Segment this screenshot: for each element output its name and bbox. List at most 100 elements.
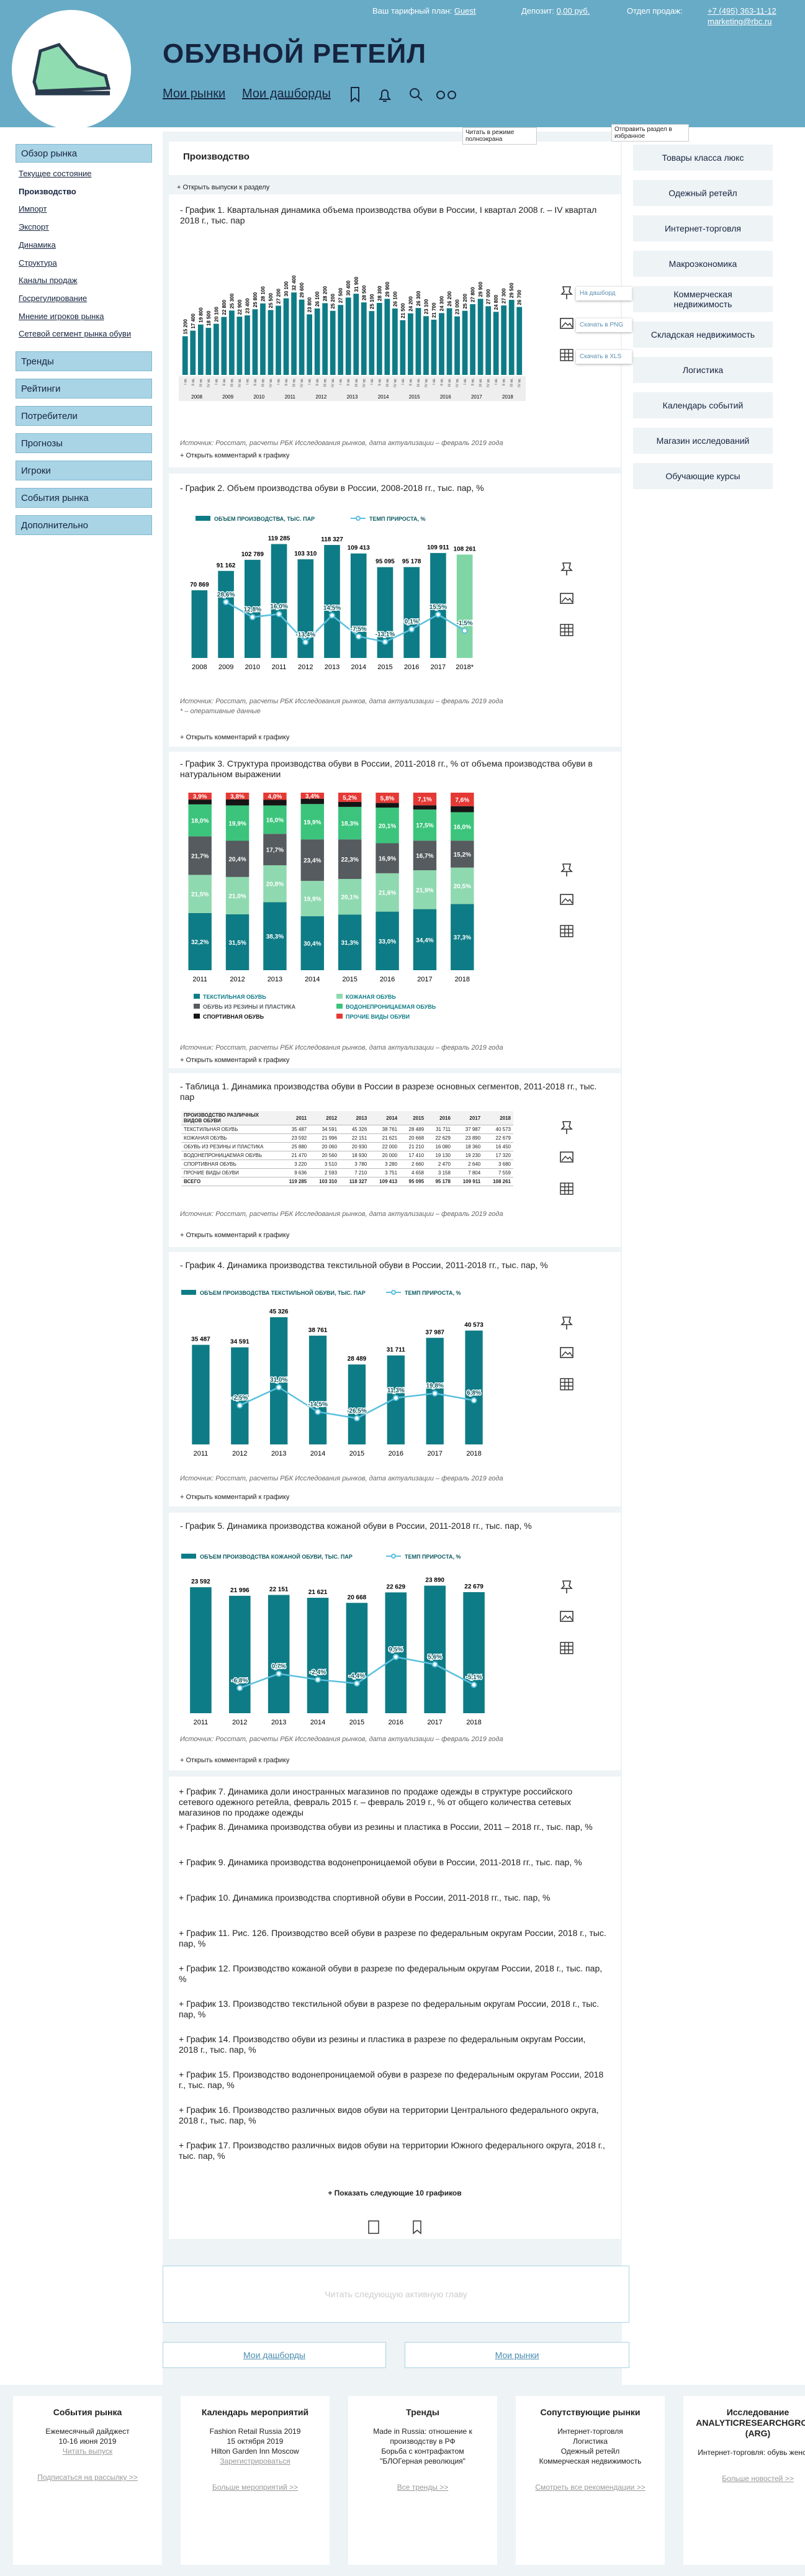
chart-menu-item[interactable]: На дашборд (576, 287, 632, 300)
side-button[interactable]: Товары класса люкс (633, 145, 773, 171)
footer-more[interactable]: Все тренды >> (397, 2483, 449, 2492)
table-icon[interactable] (560, 925, 573, 937)
show-more[interactable]: + Показать следующие 10 графиков (328, 2189, 462, 2197)
chart-link[interactable]: + График 11. Рис. 126. Производство всей… (179, 1928, 606, 1948)
side-button[interactable]: Одежный ретейл (633, 180, 773, 206)
bookmark-icon[interactable] (351, 87, 359, 103)
menu-item[interactable]: Импорт (19, 204, 47, 214)
menu-button[interactable]: Тренды (16, 351, 152, 371)
footer-more[interactable]: Подписаться на рассылку >> (37, 2473, 138, 2482)
bottom-button[interactable]: Мои дашборды (163, 2342, 386, 2368)
chart-link[interactable]: + График 14. Производство обуви из резин… (179, 2034, 586, 2055)
image-icon[interactable] (560, 1347, 573, 1358)
chart-link[interactable]: + График 12. Производство кожаной обуви … (179, 1963, 603, 1984)
footer-more[interactable]: Смотреть все рекомендации >> (535, 2483, 645, 2492)
menu-item[interactable]: Структура (19, 258, 57, 268)
footer-more[interactable]: Больше новостей >> (722, 2474, 794, 2483)
side-button[interactable]: Интернет-торговля (633, 215, 773, 241)
comment-toggle[interactable]: + Открыть комментарий к графику (180, 734, 290, 741)
pin-icon[interactable] (560, 286, 573, 299)
bar-label: 38 761 (308, 1327, 328, 1334)
image-icon[interactable] (560, 318, 573, 329)
deposit-value[interactable]: 0,00 руб. (556, 6, 590, 16)
comment-toggle[interactable]: + Открыть комментарий к графику (180, 1493, 290, 1501)
pin-icon[interactable] (560, 1317, 573, 1330)
menu-button[interactable]: Рейтинги (16, 379, 152, 399)
nav-link[interactable]: Мои дашборды (242, 87, 331, 101)
side-button[interactable]: Обучающие курсы (633, 463, 773, 489)
menu-item[interactable]: Сетевой сегмент рынка обуви (19, 329, 132, 339)
table-cell: 16 450 (483, 1142, 513, 1151)
footer-link[interactable]: Зарегистрироваться (220, 2457, 290, 2466)
menu-item[interactable]: Каналы продаж (19, 276, 78, 286)
menu-item[interactable]: Динамика (19, 240, 56, 250)
menu-section[interactable]: Обзор рынка (16, 144, 152, 163)
search-icon[interactable] (410, 88, 420, 98)
bottom-button[interactable]: Мои рынки (405, 2342, 629, 2368)
footer-more[interactable]: Больше мероприятий >> (212, 2483, 299, 2492)
chart-link[interactable]: + График 15. Производство водонепроницае… (179, 2069, 604, 2090)
menu-item[interactable]: Текущее состояние (19, 169, 92, 178)
menu-button[interactable]: Прогнозы (16, 433, 152, 453)
bell-icon[interactable] (379, 89, 391, 102)
menu-button[interactable]: Потребители (16, 406, 152, 426)
menu-item[interactable]: Госрегулирование (19, 293, 88, 303)
logo[interactable] (9, 7, 133, 132)
pin-icon[interactable] (560, 863, 573, 876)
side-button[interactable]: Складская недвижимость (633, 322, 773, 348)
comment-toggle[interactable]: + Открыть комментарий к графику (180, 452, 290, 459)
image-icon[interactable] (560, 1151, 573, 1163)
phone[interactable]: +7 (495) 363-11-12 (708, 6, 776, 16)
image-icon[interactable] (560, 894, 573, 905)
nav-link[interactable]: Мои рынки (163, 87, 226, 101)
chart-link[interactable]: + График 9. Динамика производства водоне… (179, 1857, 582, 1867)
table-cell: ТЕКСТИЛЬНАЯ ОБУВЬ (181, 1125, 279, 1134)
chart-link[interactable]: + График 17. Производство различных видо… (179, 2140, 605, 2161)
chart-link[interactable]: + График 16. Производство различных видо… (179, 2105, 599, 2125)
table-icon[interactable] (560, 1642, 573, 1654)
pin-icon[interactable] (560, 562, 573, 575)
segment-label: 3,8% (230, 793, 245, 800)
side-button[interactable]: Макроэкономика (633, 251, 773, 277)
bar (260, 303, 266, 375)
comment-toggle[interactable]: + Открыть комментарий к графику (180, 1757, 290, 1764)
open-all[interactable]: + Открыть выпуски к разделу (177, 184, 270, 191)
comment-toggle[interactable]: + Открыть комментарий к графику (180, 1056, 290, 1064)
side-button[interactable]: Магазин исследований (633, 428, 773, 454)
menu-button[interactable]: События рынка (16, 488, 152, 508)
menu-item[interactable]: Производство (19, 186, 76, 196)
bookmark-icon[interactable] (413, 2220, 421, 2235)
side-button[interactable]: Логистика (633, 357, 773, 383)
menu-button[interactable]: Игроки (16, 461, 152, 480)
chart-menu-item[interactable]: Скачать в PNG (576, 318, 632, 332)
image-icon[interactable] (560, 593, 573, 604)
table-icon[interactable] (560, 349, 573, 361)
menu-item[interactable]: Мнение игроков рынка (19, 311, 104, 321)
chart-link[interactable]: + График 10. Динамика производства спорт… (179, 1893, 551, 1903)
side-button[interactable]: Календарь событий (633, 392, 773, 418)
pin-icon[interactable] (560, 1580, 573, 1593)
bar-label: 30 100 (284, 281, 289, 297)
email[interactable]: marketing@rbc.ru (708, 17, 772, 26)
image-icon[interactable] (560, 1611, 573, 1622)
menu-button[interactable]: Дополнительно (16, 515, 152, 535)
segment-label: 20,1% (341, 894, 359, 901)
next-chapter[interactable]: Читать следующую активную главу (163, 2266, 629, 2323)
footer-link[interactable]: Читать выпуск (62, 2447, 113, 2456)
glasses-icon[interactable] (436, 91, 445, 99)
comment-toggle[interactable]: + Открыть комментарий к графику (180, 1232, 290, 1239)
menu-item[interactable]: Экспорт (19, 222, 49, 232)
side-button[interactable]: Коммерческая недвижимость (633, 286, 773, 312)
x-tick-label: 2016 (389, 1450, 403, 1457)
chart-title: - График 4. Динамика производства тексти… (180, 1260, 548, 1270)
table-icon[interactable] (560, 624, 573, 636)
download-icon[interactable] (368, 2220, 379, 2234)
table-icon[interactable] (560, 1182, 573, 1195)
chart-menu-item[interactable]: Скачать в XLS (576, 350, 632, 364)
chart-link[interactable]: + График 7. Динамика доли иностранных ма… (179, 1786, 573, 1817)
chart-link[interactable]: + График 13. Производство текстильной об… (179, 1999, 600, 2019)
pin-icon[interactable] (560, 1121, 573, 1134)
chart-link[interactable]: + График 8. Динамика производства обуви … (179, 1822, 593, 1832)
tariff-value[interactable]: Guest (454, 6, 476, 16)
table-icon[interactable] (560, 1378, 573, 1390)
